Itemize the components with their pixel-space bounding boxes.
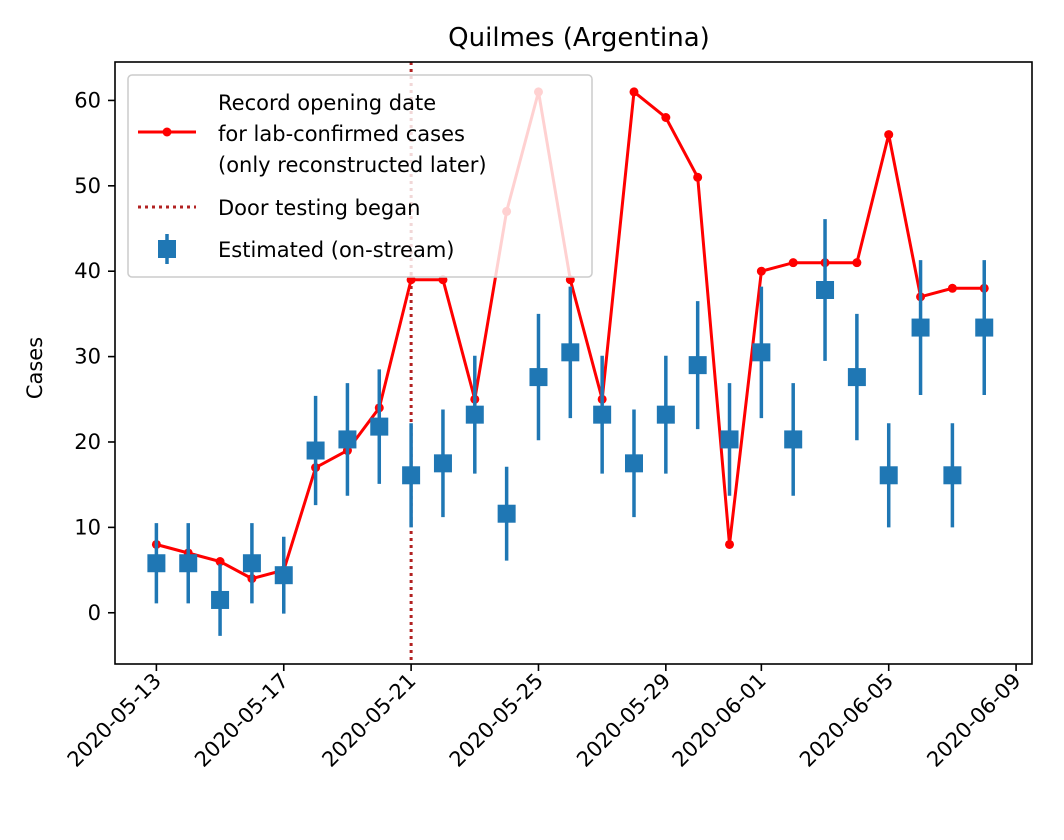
estimated-marker: [688, 356, 707, 375]
record-opening-point: [852, 258, 862, 268]
estimated-marker: [211, 590, 230, 609]
estimated-marker: [752, 343, 771, 362]
estimated-marker: [624, 454, 643, 473]
y-axis: 0 10 20 30 40 50 60: [74, 88, 115, 625]
y-tick-label: 30: [74, 345, 101, 369]
estimated-marker: [402, 466, 421, 485]
estimated-marker: [147, 554, 166, 573]
estimated-marker: [338, 430, 357, 449]
y-tick-label: 50: [74, 174, 101, 198]
estimated-marker: [784, 430, 803, 449]
legend-record-label: (only reconstructed later): [218, 153, 487, 177]
x-tick-label: 2020-05-17: [190, 669, 293, 772]
y-tick-label: 20: [74, 430, 101, 454]
estimated-marker: [179, 554, 198, 573]
estimated-marker: [879, 466, 898, 485]
plot-frame: [114, 61, 1033, 665]
estimated-marker: [465, 405, 484, 424]
record-opening-point: [756, 266, 766, 276]
x-tick-label: 2020-06-01: [668, 669, 771, 772]
legend-record-point-swatch: [162, 127, 172, 137]
record-opening-point: [215, 557, 225, 567]
legend-estimated-label: Estimated (on-stream): [218, 238, 454, 262]
estimated-marker: [975, 318, 994, 337]
record-opening-point: [788, 258, 798, 268]
record-opening-point: [884, 130, 894, 140]
estimated-marker: [433, 454, 452, 473]
record-opening-point: [947, 283, 957, 293]
record-opening-point: [661, 113, 671, 123]
y-tick-label: 60: [74, 88, 101, 112]
estimated-marker: [561, 343, 580, 362]
chart-title: Quilmes (Argentina): [448, 23, 710, 53]
estimated-marker: [816, 280, 835, 299]
estimated-marker: [497, 504, 516, 523]
legend-record-label: Record opening date: [218, 91, 436, 115]
estimated-marker: [242, 554, 261, 573]
estimated-marker: [911, 318, 930, 337]
legend-record-label: for lab-confirmed cases: [218, 122, 465, 146]
estimated-marker: [943, 466, 962, 485]
x-tick-label: 2020-06-09: [922, 669, 1025, 772]
estimated-marker: [847, 368, 866, 387]
y-tick-label: 40: [74, 259, 101, 283]
y-tick-label: 10: [74, 515, 101, 539]
x-axis: 2020-05-13 2020-05-17 2020-05-21 2020-05-25…: [63, 664, 1026, 772]
record-opening-point: [725, 539, 735, 549]
estimated-marker: [529, 368, 548, 387]
estimated-marker: [656, 405, 675, 424]
x-tick-label: 2020-05-29: [572, 669, 675, 772]
estimated-marker: [274, 566, 293, 585]
legend-estimated-marker-swatch: [158, 240, 176, 258]
x-tick-label: 2020-06-05: [795, 669, 898, 772]
estimated-marker: [306, 441, 325, 460]
record-opening-point: [629, 87, 639, 97]
y-axis-label: Cases: [23, 337, 47, 399]
legend-door-label: Door testing began: [218, 196, 420, 220]
legend: Record opening date for lab-confirmed cas…: [127, 74, 593, 278]
legend-box: [127, 74, 593, 278]
record-opening-point: [693, 172, 703, 182]
estimated-marker: [370, 417, 389, 436]
x-tick-label: 2020-05-21: [317, 669, 420, 772]
x-tick-label: 2020-05-13: [63, 669, 166, 772]
estimated-marker: [720, 430, 739, 449]
estimated-marker: [593, 405, 612, 424]
y-tick-label: 0: [88, 601, 101, 625]
x-tick-label: 2020-05-25: [445, 669, 548, 772]
